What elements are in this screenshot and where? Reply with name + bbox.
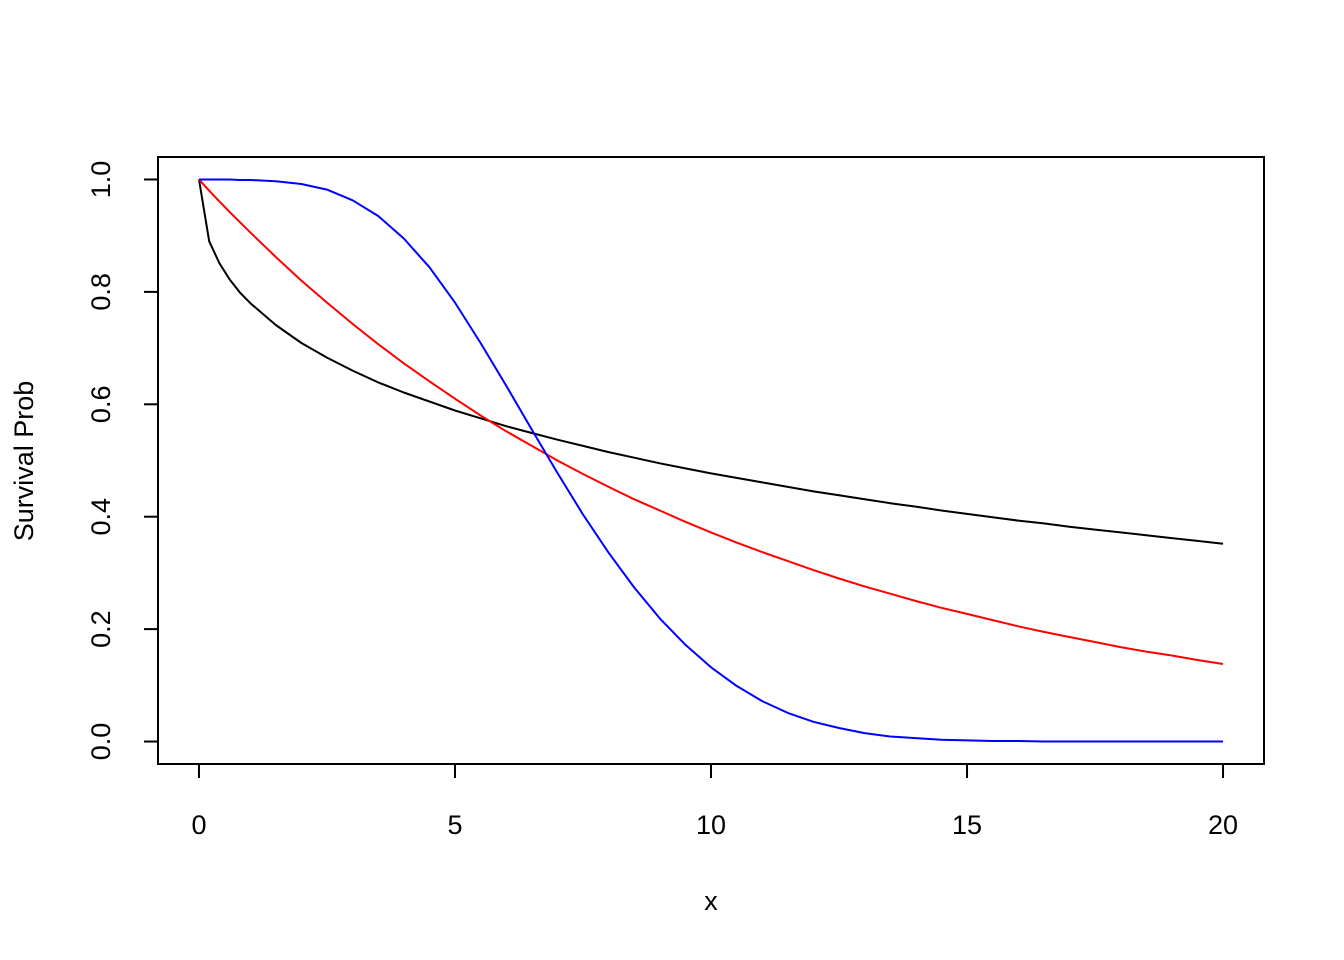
y-tick-label: 0.4	[86, 498, 116, 536]
y-tick-label: 0.6	[86, 386, 116, 424]
y-axis-title: Survival Prob	[9, 381, 39, 542]
y-axis: 0.0 0.2 0.4 0.6 0.8 1.0	[86, 161, 159, 761]
y-tick-label: 0.2	[86, 610, 116, 648]
series-line-3	[199, 178, 1223, 743]
series-line-1	[198, 179, 1224, 545]
x-tick-label: 15	[952, 810, 982, 840]
x-tick-label: 10	[696, 810, 726, 840]
series-layer	[198, 178, 1224, 743]
y-tick-label: 1.0	[86, 161, 116, 199]
y-tick-label: 0.0	[86, 723, 116, 761]
x-tick-label: 20	[1208, 810, 1238, 840]
y-tick-label: 0.8	[86, 273, 116, 311]
x-tick-label: 5	[447, 810, 462, 840]
x-axis-title: x	[704, 886, 718, 916]
x-axis: 0 5 10 15 20	[191, 763, 1238, 840]
series-line-2	[198, 178, 1224, 665]
x-tick-label: 0	[191, 810, 206, 840]
